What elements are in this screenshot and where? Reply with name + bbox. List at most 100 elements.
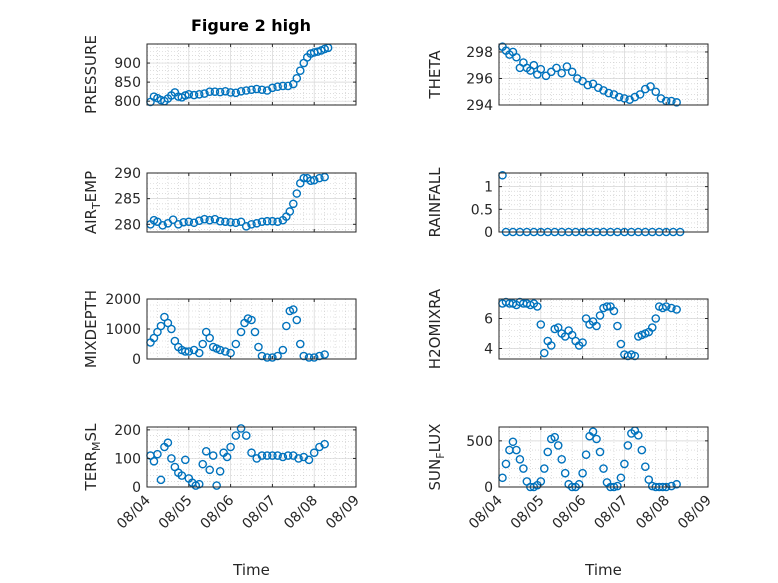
axes-box xyxy=(146,172,357,233)
data-point xyxy=(613,481,622,491)
subplot-mixdepth: 0 1000 2000 MIXDEPTH xyxy=(82,290,357,368)
data-point xyxy=(282,321,291,331)
data-point xyxy=(553,441,563,450)
data-point xyxy=(588,427,598,436)
data-point xyxy=(231,431,241,440)
data-point xyxy=(578,338,587,347)
data-point xyxy=(262,216,272,226)
data-point xyxy=(194,216,204,226)
data-point xyxy=(153,449,162,459)
data-point xyxy=(156,475,166,485)
data-point xyxy=(672,479,681,489)
data-point xyxy=(194,348,204,358)
data-point xyxy=(262,353,272,362)
data-point xyxy=(295,339,305,349)
data-point xyxy=(592,434,601,444)
data-point xyxy=(201,446,211,456)
data-point xyxy=(184,217,194,227)
data-point xyxy=(583,80,593,90)
data-point xyxy=(508,437,518,447)
data-point xyxy=(257,351,267,361)
data-point xyxy=(512,445,521,455)
y-tick-label: 294 xyxy=(466,98,493,114)
data-point xyxy=(285,207,295,216)
data-point xyxy=(315,173,324,183)
data-point xyxy=(252,84,262,94)
data-point xyxy=(278,452,288,462)
data-point xyxy=(515,455,525,464)
data-point xyxy=(623,441,633,450)
y-tick-label: 6 xyxy=(484,312,493,328)
y-tick-label: 2000 xyxy=(105,292,141,308)
y-tick-label: 298 xyxy=(466,45,493,61)
data-point xyxy=(519,464,528,473)
data-point xyxy=(236,86,246,96)
data-point xyxy=(309,448,319,458)
y-axis-label: MIXDEPTH xyxy=(82,290,100,368)
data-point xyxy=(212,481,221,490)
data-point xyxy=(614,92,624,102)
data-point xyxy=(283,451,293,460)
data-point xyxy=(200,89,209,98)
data-point xyxy=(294,454,303,463)
data-point xyxy=(546,341,556,350)
data-point xyxy=(215,216,225,226)
subplot-theta: 294 296 298 THETA xyxy=(426,42,709,114)
data-point xyxy=(262,451,272,460)
data-point xyxy=(578,468,587,478)
data-point xyxy=(273,82,282,91)
data-point xyxy=(268,216,277,226)
data-point xyxy=(637,445,647,455)
data-point xyxy=(288,305,298,314)
data-point xyxy=(236,424,246,433)
data-point xyxy=(581,450,591,459)
data-point xyxy=(288,199,298,209)
y-tick-label: 285 xyxy=(114,192,141,208)
data-point xyxy=(616,473,626,483)
data-point xyxy=(231,218,241,228)
data-point xyxy=(184,347,194,356)
data-point xyxy=(602,302,612,311)
axes-box xyxy=(146,426,357,488)
y-tick-label: 800 xyxy=(114,94,141,110)
data-point xyxy=(672,98,681,107)
data-point xyxy=(181,455,190,465)
data-point xyxy=(215,87,225,97)
data-point xyxy=(512,52,521,62)
y-tick-label: 900 xyxy=(114,56,141,72)
data-point xyxy=(177,471,187,480)
data-point xyxy=(278,81,288,91)
data-point xyxy=(609,306,619,316)
data-point xyxy=(181,347,190,356)
data-point xyxy=(168,215,178,224)
data-point xyxy=(641,462,650,471)
data-point xyxy=(257,451,267,460)
data-point xyxy=(557,455,567,464)
data-point xyxy=(278,345,288,355)
axes-box xyxy=(498,426,709,488)
data-point xyxy=(241,86,251,95)
axes-box xyxy=(498,43,709,106)
y-axis-label: TERRMSL xyxy=(82,423,103,492)
axes-box xyxy=(146,43,357,106)
data-point xyxy=(250,327,260,337)
data-point xyxy=(198,459,208,469)
data-point xyxy=(292,189,302,198)
data-point xyxy=(595,447,605,457)
data-point xyxy=(198,339,208,349)
x-axis-label: Time xyxy=(232,561,270,579)
data-point xyxy=(599,464,608,473)
data-point xyxy=(304,353,314,362)
subplot-rainfall: 0 0.5 1 RAINFALL xyxy=(426,167,709,241)
data-point xyxy=(257,85,267,95)
axes-box xyxy=(498,298,709,360)
y-tick-label: 100 xyxy=(114,451,141,467)
data-point xyxy=(208,451,218,460)
y-tick-label: 280 xyxy=(114,217,141,233)
data-point xyxy=(320,439,329,449)
data-point xyxy=(647,323,657,332)
y-axis-label: THETA xyxy=(426,50,444,100)
data-point xyxy=(221,347,230,356)
y-axis-label: RAINFALL xyxy=(426,167,444,238)
